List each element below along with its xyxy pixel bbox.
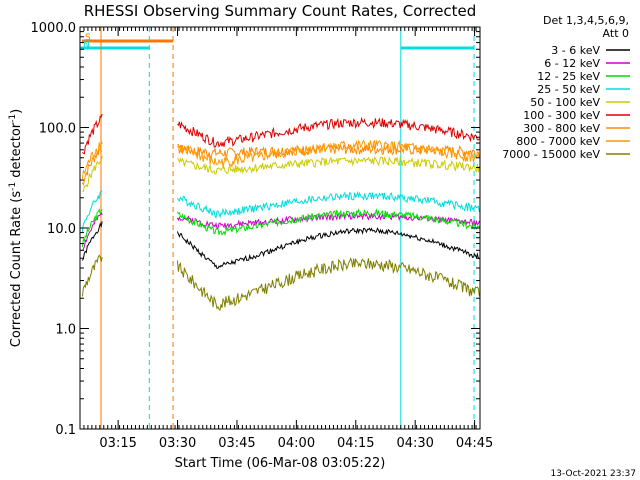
series-line-9 (81, 254, 480, 311)
legend-entry-label: 50 - 100 keV (530, 96, 600, 109)
chart-title: RHESSI Observing Summary Count Rates, Co… (84, 2, 477, 20)
series-line-7 (81, 142, 480, 187)
series-line-3 (81, 208, 480, 248)
y-axis-label-mid: detector (9, 122, 24, 182)
series-line-5 (82, 155, 480, 193)
x-tick-label: 04:00 (278, 436, 315, 451)
series-line-2 (82, 211, 480, 251)
y-tick-label: 100.0 (39, 122, 76, 137)
flag-bars: SN (80, 33, 475, 50)
y-axis-label-sup-2: -1 (8, 114, 18, 123)
y-tick-label: 0.1 (55, 423, 76, 438)
y-axis-label-main: Corrected Count Rate (s (9, 191, 24, 348)
y-tick-label: 1000.0 (31, 21, 77, 36)
flag-label: N (83, 40, 90, 50)
legend-entry-label: 300 - 800 keV (523, 122, 600, 135)
x-axis-label: Start Time (06-Mar-08 03:05:22) (175, 456, 386, 471)
y-tick-label: 10.0 (47, 222, 76, 237)
x-tick-label: 04:45 (456, 436, 493, 451)
x-tick-label: 03:30 (159, 436, 196, 451)
legend-entry-label: 25 - 50 keV (537, 83, 600, 96)
flag-label: S (85, 33, 91, 43)
y-axis-label: Corrected Count Rate (s-1 detector-1) (8, 109, 24, 347)
date-stamp: 13-Oct-2021 23:37 (551, 469, 636, 479)
series-group (81, 113, 480, 311)
y-axis-label-end: ) (9, 109, 24, 114)
legend-header-line-2: Att 0 (603, 27, 629, 40)
plot-frame (79, 26, 481, 430)
svg-text:Corrected Count Rate (s-1 dete: Corrected Count Rate (s-1 detector-1) (8, 109, 24, 347)
event-lines (79, 27, 475, 429)
y-axis-label-sup-1: -1 (8, 182, 18, 191)
x-tick-label: 04:15 (337, 436, 374, 451)
legend-entry-label: 6 - 12 keV (544, 57, 600, 70)
x-tick-label: 03:15 (99, 436, 136, 451)
legend-entry-label: 3 - 6 keV (551, 44, 600, 57)
legend-entry-label: 12 - 25 keV (537, 70, 600, 83)
series-line-4 (81, 190, 480, 233)
legend-header-line-1: Det 1,3,4,5,6,9, (543, 14, 629, 27)
x-tick-label: 04:30 (396, 436, 433, 451)
legend-entry-label: 7000 - 15000 keV (502, 148, 600, 161)
series-line-8 (81, 139, 480, 180)
x-tick-label: 03:45 (218, 436, 255, 451)
y-tick-label: 1.0 (55, 323, 76, 338)
legend-entry-label: 800 - 7000 keV (516, 135, 600, 148)
series-line-1 (81, 221, 480, 269)
legend-entry-label: 100 - 300 keV (523, 109, 600, 122)
axes: 1000.0 100.0 10.0 1.0 0.1 03:15 03:30 03:45 04:0… (31, 21, 494, 451)
series-line-6 (82, 113, 480, 155)
